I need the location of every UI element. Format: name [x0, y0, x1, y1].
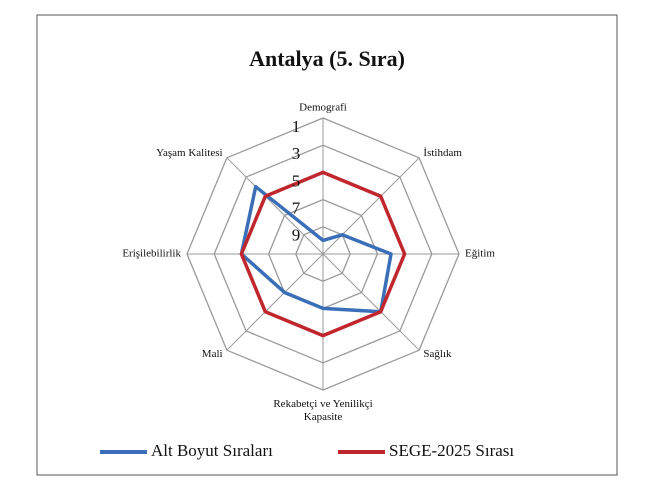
- spoke: [226, 157, 324, 255]
- spoke: [226, 253, 324, 351]
- series-line: [239, 170, 407, 338]
- category-label: Rekabetçi ve Yenilikçi Kapasite: [273, 398, 372, 423]
- category-label: Mali: [202, 348, 223, 360]
- category-label: Sağlık: [423, 348, 452, 360]
- r-tick-label: 1: [292, 117, 301, 136]
- spoke: [322, 157, 420, 255]
- category-label: Yaşam Kalitesi: [156, 147, 222, 159]
- category-label: Eğitim: [465, 248, 495, 260]
- r-tick-label: 5: [292, 171, 301, 190]
- r-tick-label: 7: [292, 199, 301, 218]
- chart-title: Antalya (5. Sıra): [249, 46, 405, 71]
- r-tick-label: 3: [292, 144, 301, 163]
- chart-border: [36, 14, 618, 476]
- series-line: [239, 184, 393, 314]
- spoke: [322, 253, 420, 351]
- legend-label: Alt Boyut Sıraları: [151, 441, 273, 460]
- category-label: İstihdam: [423, 147, 462, 159]
- category-label: Erişilebilirlik: [122, 248, 181, 260]
- r-tick-label: 9: [292, 226, 301, 245]
- legend-label: SEGE-2025 Sırası: [389, 441, 514, 460]
- category-label: Demografi: [299, 102, 347, 114]
